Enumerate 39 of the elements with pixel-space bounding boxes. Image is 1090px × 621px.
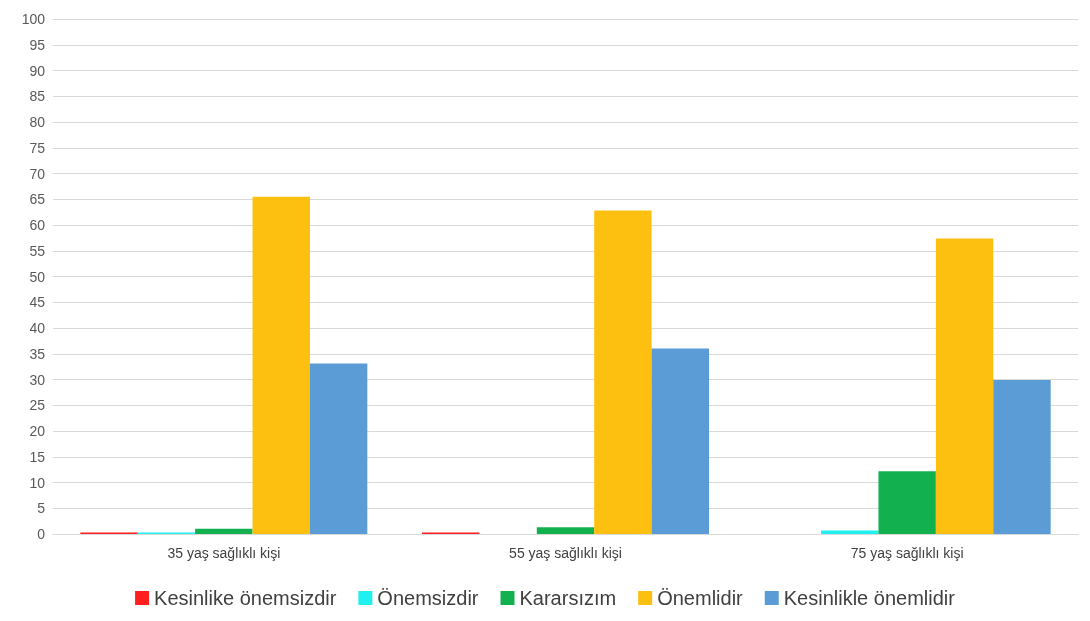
x-tick-label: 75 yaş sağlıklı kişi (850, 545, 964, 561)
y-tick-label: 50 (29, 268, 46, 285)
legend-label: Önemsizdir (377, 587, 479, 609)
y-tick-label: 5 (37, 500, 46, 517)
bar (821, 530, 879, 534)
bar (993, 380, 1051, 534)
y-tick-label: 70 (29, 165, 46, 182)
y-tick-label: 55 (29, 242, 46, 259)
bar (935, 238, 994, 534)
y-tick-label: 35 (29, 345, 46, 362)
legend-label: Kararsızım (519, 587, 617, 609)
y-tick-label: 45 (29, 294, 46, 311)
y-tick-label: 90 (29, 62, 46, 79)
y-tick-label: 65 (29, 191, 46, 208)
legend-label: Kesinlikle önemlidir (783, 587, 956, 609)
bar (594, 210, 652, 534)
bar (651, 348, 709, 534)
x-tick-label: 35 yaş sağlıklı kişi (167, 545, 281, 561)
bar (195, 528, 253, 534)
bar (309, 363, 368, 534)
y-tick-label: 75 (29, 139, 46, 156)
y-tick-label: 95 (29, 36, 46, 53)
x-tick-label: 55 yaş sağlıklı kişi (509, 545, 622, 561)
y-tick-label: 30 (29, 371, 46, 388)
legend-label: Önemlidir (657, 587, 744, 609)
bar (536, 527, 595, 534)
y-tick-label: 60 (29, 217, 46, 233)
bar (252, 196, 310, 534)
y-tick-label: 80 (29, 114, 46, 130)
y-tick-label: 100 (21, 11, 46, 27)
y-tick-label: 40 (29, 320, 46, 336)
y-tick-label: 0 (37, 526, 46, 542)
y-tick-label: 20 (29, 423, 46, 439)
y-tick-label: 10 (29, 474, 46, 491)
y-tick-label: 85 (29, 88, 46, 105)
y-tick-label: 25 (29, 397, 46, 414)
bar (878, 471, 936, 534)
legend-label: Kesinlike önemsizdir (154, 587, 337, 609)
y-tick-label: 15 (29, 448, 46, 465)
